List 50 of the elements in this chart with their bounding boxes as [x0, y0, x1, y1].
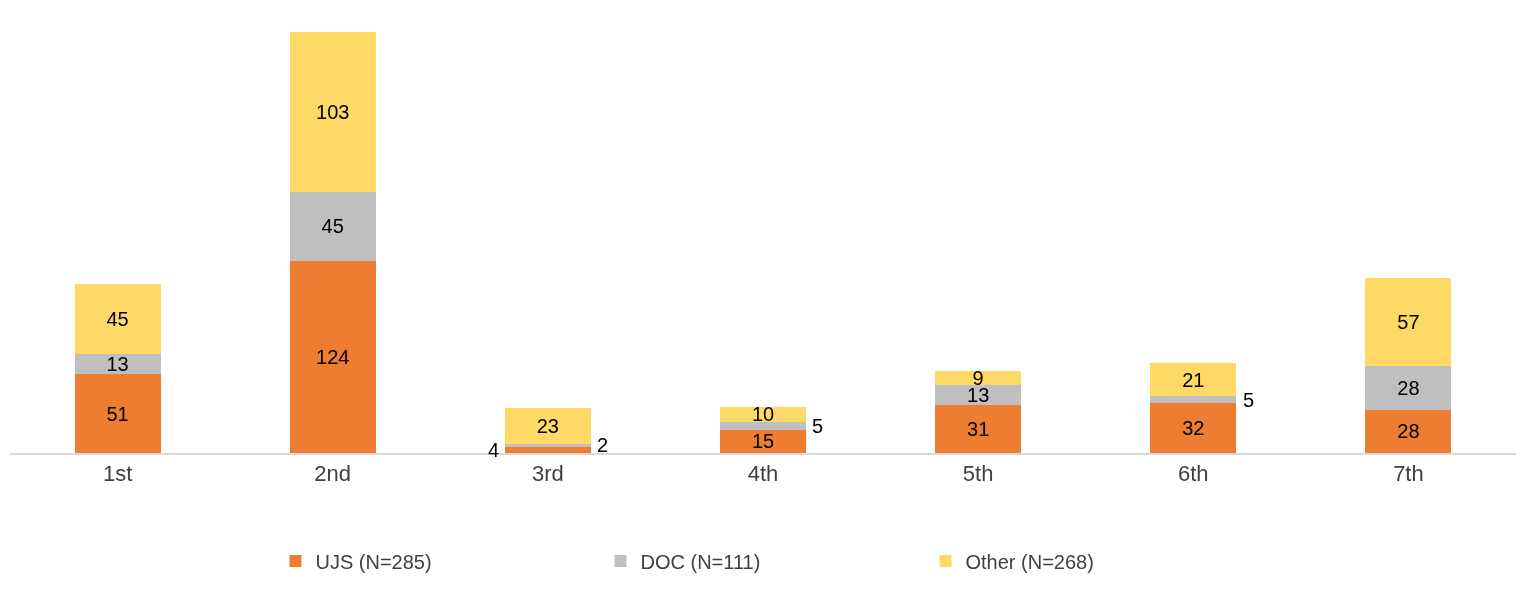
- legend-label: UJS (N=285): [315, 550, 432, 573]
- bar: [935, 384, 1022, 406]
- data-label: 15: [751, 430, 775, 453]
- legend-label: Other (N=268): [965, 550, 1094, 573]
- x-tick-label: 5th: [962, 461, 994, 487]
- data-label: 21: [1182, 368, 1205, 391]
- bar: [289, 32, 376, 192]
- bar: [504, 443, 591, 447]
- bar: [504, 408, 591, 444]
- data-label: 124: [316, 346, 350, 369]
- x-tick-label: 6th: [1177, 461, 1209, 487]
- bar: [504, 446, 591, 453]
- data-label: 2: [597, 434, 609, 456]
- bar: [1365, 278, 1452, 367]
- bar: [74, 284, 161, 354]
- data-label: 23: [536, 414, 559, 437]
- bar: [1150, 395, 1237, 404]
- data-label: 45: [106, 308, 129, 331]
- data-label: 51: [106, 402, 129, 425]
- data-label: 4: [488, 439, 500, 461]
- bar: [719, 429, 807, 453]
- x-tick-label: 1st: [102, 461, 133, 487]
- bar: [935, 405, 1022, 453]
- data-label: 5: [1243, 389, 1255, 411]
- data-label: 13: [106, 353, 129, 376]
- data-label: 103: [316, 100, 350, 123]
- bar: [1150, 363, 1237, 396]
- x-tick-label: 3rd: [531, 461, 564, 487]
- bar: [935, 371, 1022, 385]
- legend-label: DOC (N=111): [640, 550, 761, 573]
- data-label: 28: [1397, 420, 1420, 443]
- data-label: 31: [967, 418, 990, 441]
- data-label: 9: [972, 366, 984, 389]
- bar: [74, 374, 161, 453]
- data-label: 5: [812, 415, 824, 437]
- x-tick-label: 7th: [1393, 461, 1424, 487]
- data-label: 32: [1182, 417, 1205, 440]
- data-label: 57: [1397, 311, 1420, 334]
- bar: [1365, 409, 1452, 453]
- data-label: 28: [1397, 377, 1420, 400]
- bar: [289, 261, 376, 453]
- x-tick-label: 2nd: [314, 461, 352, 487]
- bar: [289, 191, 376, 262]
- bar: [719, 422, 807, 430]
- bar: [74, 353, 161, 375]
- data-label: 10: [751, 403, 775, 426]
- data-label: 45: [321, 215, 344, 238]
- bar: [1365, 366, 1452, 410]
- x-tick-label: 4th: [747, 461, 779, 487]
- bar: [1150, 403, 1237, 453]
